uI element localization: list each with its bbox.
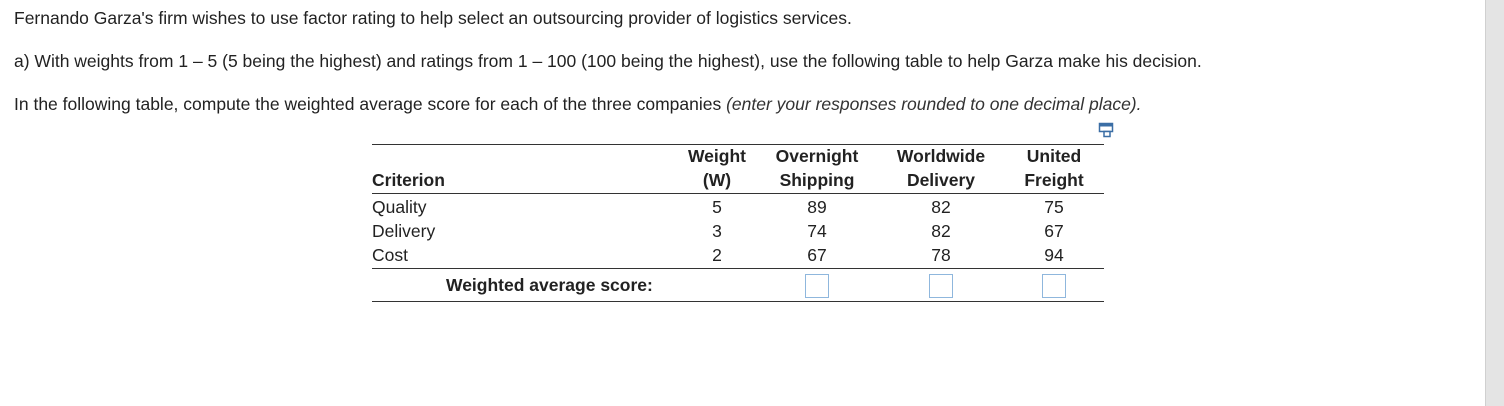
header-weight-line1: Weight xyxy=(687,146,746,166)
weighted-score-label: Weighted average score: xyxy=(446,275,653,295)
vertical-scrollbar[interactable] xyxy=(1485,0,1504,406)
header-rule xyxy=(372,193,1104,194)
header-united-line2: Freight xyxy=(1024,170,1084,190)
table-top-rule xyxy=(372,144,1104,145)
row-overnight-rating: 74 xyxy=(807,221,827,241)
row-criterion: Quality xyxy=(372,197,427,217)
row-worldwide-rating: 82 xyxy=(931,221,951,241)
header-worldwide-line1: Worldwide xyxy=(896,146,986,166)
row-worldwide-rating: 78 xyxy=(931,245,951,265)
part-a-text: a) With weights from 1 – 5 (5 being the … xyxy=(14,51,1202,71)
united-score-input[interactable] xyxy=(1042,274,1066,298)
worldwide-score-input[interactable] xyxy=(929,274,953,298)
header-weight-line2: (W) xyxy=(702,170,732,190)
row-weight: 3 xyxy=(712,221,722,241)
row-united-rating: 94 xyxy=(1044,245,1064,265)
header-criterion: Criterion xyxy=(372,170,445,190)
header-overnight-line2: Shipping xyxy=(779,170,855,190)
row-criterion: Cost xyxy=(372,245,408,265)
factor-rating-table: Criterion Weight (W) Overnight Shipping … xyxy=(372,144,1104,302)
row-criterion: Delivery xyxy=(372,221,436,241)
row-worldwide-rating: 82 xyxy=(931,197,951,217)
row-overnight-rating: 67 xyxy=(807,245,827,265)
instruction-main: In the following table, compute the weig… xyxy=(14,94,727,114)
copy-table-icon[interactable] xyxy=(1098,122,1116,138)
row-overnight-rating: 89 xyxy=(807,197,827,217)
intro-text: Fernando Garza's firm wishes to use fact… xyxy=(14,8,852,28)
instruction-emphasis: (enter your responses rounded to one dec… xyxy=(726,94,1142,114)
body-rule xyxy=(372,268,1104,269)
row-united-rating: 67 xyxy=(1044,221,1064,241)
header-overnight-line1: Overnight xyxy=(775,146,859,166)
table-bottom-rule xyxy=(372,301,1104,302)
instruction-text: In the following table, compute the weig… xyxy=(14,94,1142,115)
header-worldwide-line2: Delivery xyxy=(906,170,976,190)
overnight-score-input[interactable] xyxy=(805,274,829,298)
header-united-line1: United xyxy=(1026,146,1082,166)
row-weight: 5 xyxy=(712,197,722,217)
row-weight: 2 xyxy=(712,245,722,265)
row-united-rating: 75 xyxy=(1044,197,1064,217)
